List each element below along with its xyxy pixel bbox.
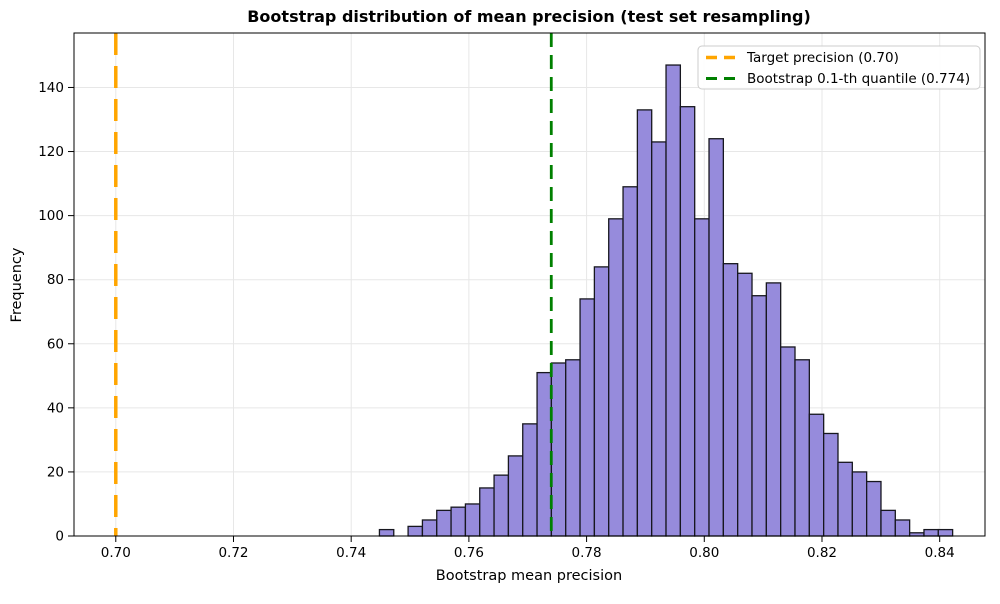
x-tick-label: 0.80 bbox=[689, 545, 719, 561]
histogram-bar bbox=[665, 64, 682, 537]
y-tick-label: 20 bbox=[47, 464, 64, 480]
histogram-bar bbox=[507, 455, 524, 537]
y-tick-label: 120 bbox=[38, 144, 64, 160]
histogram-bar bbox=[851, 471, 868, 537]
legend-frame bbox=[697, 45, 981, 90]
histogram-bar bbox=[464, 503, 481, 537]
x-tick-label: 0.82 bbox=[807, 545, 837, 561]
x-tick-label: 0.74 bbox=[336, 545, 366, 561]
chart-title: Bootstrap distribution of mean precision… bbox=[247, 7, 811, 26]
x-tick-label: 0.70 bbox=[101, 545, 131, 561]
legend-target-label: Target precision (0.70) bbox=[746, 50, 899, 66]
histogram-bar bbox=[522, 423, 538, 537]
histogram-bar bbox=[593, 266, 610, 537]
histogram-bar bbox=[708, 138, 725, 537]
histogram-bar bbox=[823, 432, 839, 537]
legend: Target precision (0.70) Bootstrap 0.1-th… bbox=[697, 45, 981, 90]
histogram-bar bbox=[694, 218, 710, 537]
histogram-bar bbox=[436, 509, 452, 537]
histogram-bar bbox=[751, 295, 767, 537]
histogram-bar bbox=[780, 346, 796, 537]
histogram-bar bbox=[837, 461, 853, 537]
y-tick-label: 100 bbox=[38, 208, 64, 224]
y-tick-label: 60 bbox=[47, 336, 64, 352]
x-axis-label: Bootstrap mean precision bbox=[436, 568, 622, 584]
histogram-bar bbox=[579, 298, 596, 537]
histogram-bar bbox=[407, 525, 424, 537]
histogram-bar bbox=[378, 528, 395, 537]
histogram-bar bbox=[894, 519, 911, 537]
histogram-bar bbox=[765, 282, 782, 537]
y-tick-label: 40 bbox=[47, 400, 64, 416]
histogram-bar bbox=[622, 186, 639, 537]
histogram-bar bbox=[608, 218, 624, 537]
histogram-bar bbox=[937, 528, 954, 537]
histogram-bar bbox=[794, 359, 810, 537]
x-tick-label: 0.78 bbox=[572, 545, 602, 561]
histogram-bar bbox=[536, 371, 553, 537]
y-tick-label: 0 bbox=[55, 529, 64, 545]
histogram-bars bbox=[378, 64, 954, 537]
histogram-bar bbox=[651, 141, 667, 537]
y-tick-label: 140 bbox=[38, 80, 64, 96]
histogram-bar bbox=[450, 506, 467, 537]
x-tick-label: 0.84 bbox=[925, 545, 955, 561]
histogram-bar bbox=[565, 359, 581, 537]
histogram-bar bbox=[421, 519, 438, 537]
histogram-bar bbox=[866, 480, 882, 537]
histogram-bar bbox=[550, 362, 567, 537]
y-axis-label: Frequency bbox=[9, 247, 25, 322]
x-tick-label: 0.76 bbox=[454, 545, 484, 561]
histogram-bar bbox=[679, 106, 696, 537]
histogram-bar bbox=[636, 109, 653, 537]
legend-quantile-label: Bootstrap 0.1-th quantile (0.774) bbox=[747, 71, 970, 87]
histogram-bar bbox=[880, 509, 896, 537]
y-tick-label: 80 bbox=[47, 272, 64, 288]
reference-lines bbox=[114, 33, 553, 536]
histogram-bar bbox=[737, 272, 753, 537]
histogram-bar bbox=[722, 263, 739, 537]
axes: 0.70 0.72 0.74 0.76 0.78 0.80 0.82 0.84 0 20 40 60 8… bbox=[38, 32, 986, 561]
histogram-bar bbox=[493, 474, 510, 537]
plot-border bbox=[73, 32, 986, 537]
histogram-bar bbox=[808, 413, 825, 537]
histogram-bar bbox=[479, 487, 495, 537]
x-tick-label: 0.72 bbox=[218, 545, 248, 561]
histogram-bar bbox=[923, 528, 939, 537]
